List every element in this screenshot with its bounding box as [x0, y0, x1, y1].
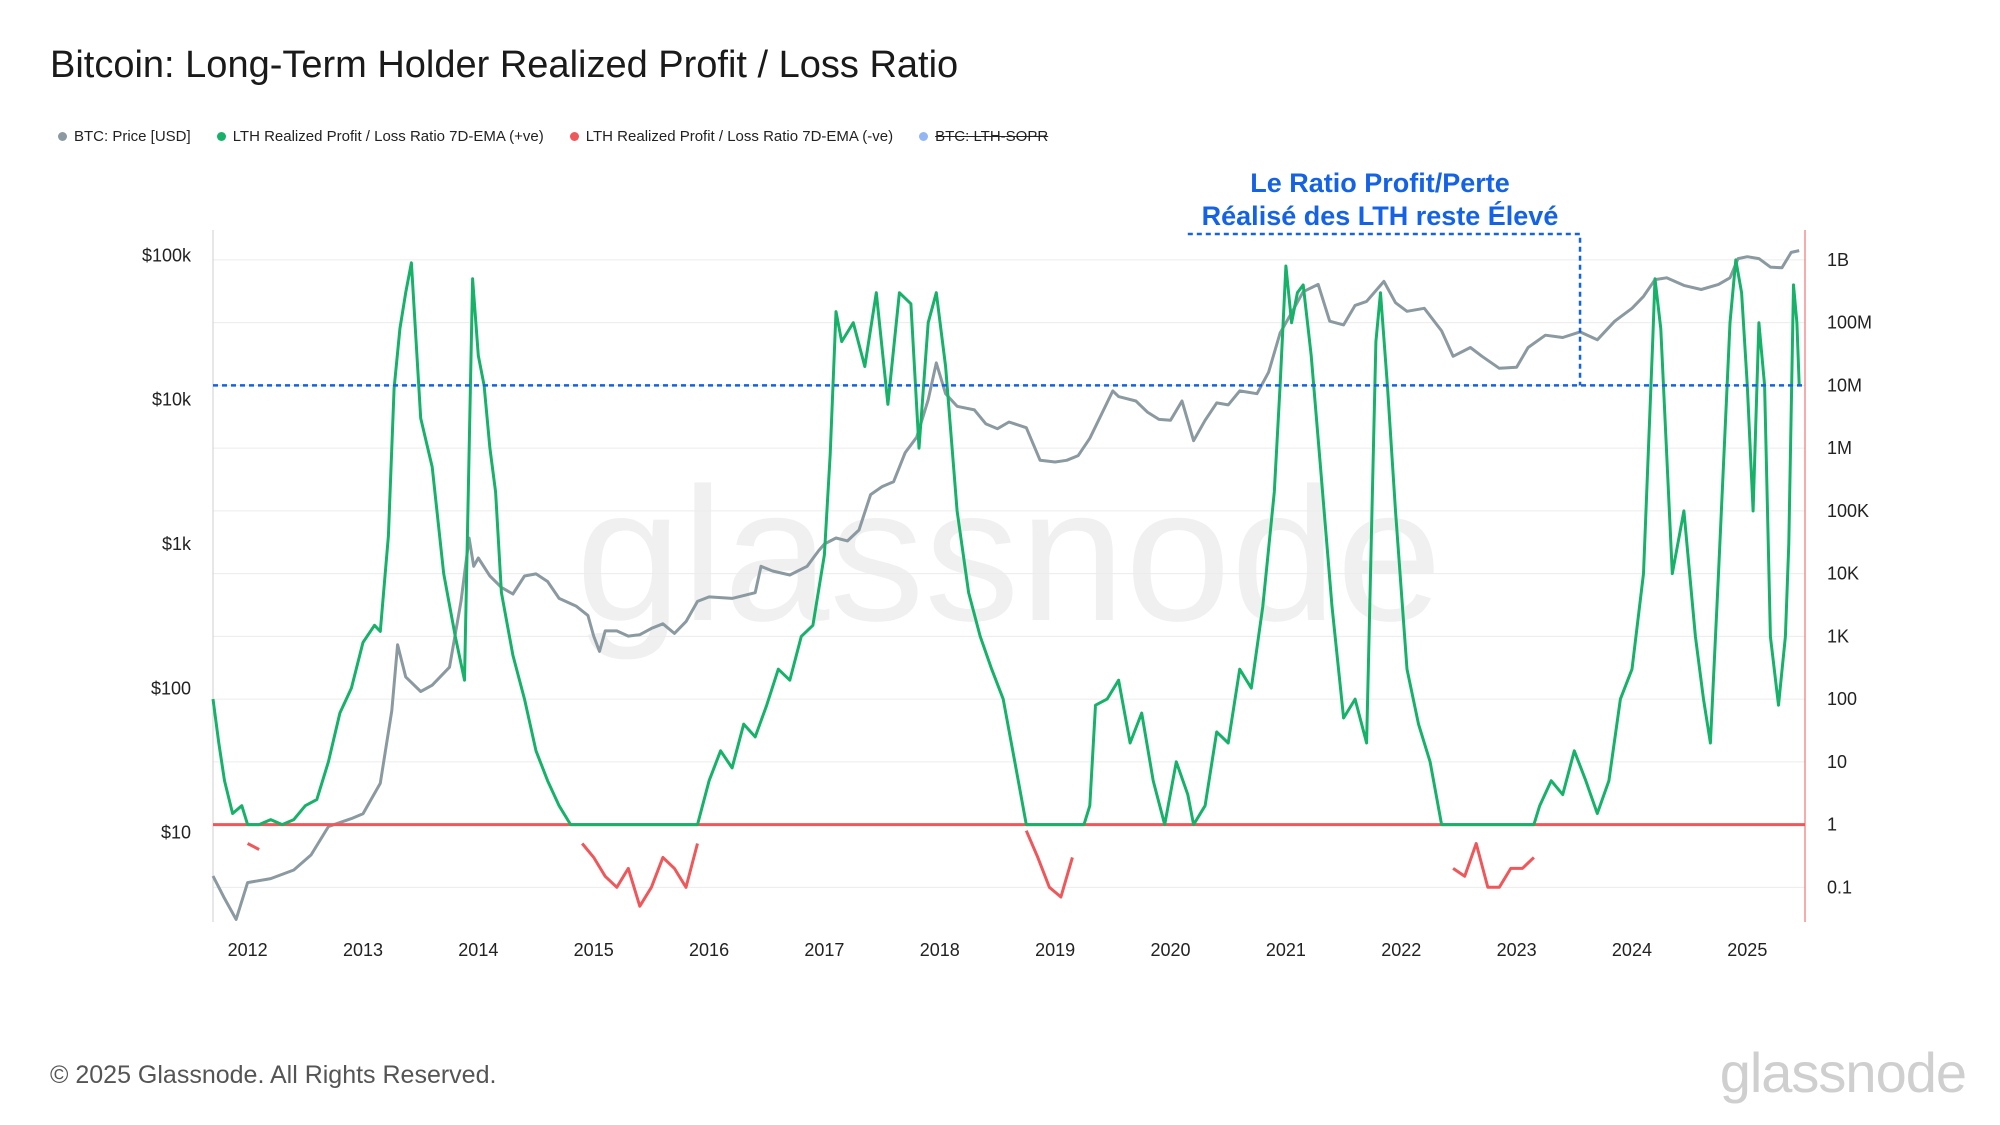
copyright-footer: © 2025 Glassnode. All Rights Reserved.	[50, 1061, 497, 1089]
left-tick-label: $10k	[152, 390, 192, 410]
legend-dot-sopr-icon	[919, 132, 929, 141]
right-tick-label: 10	[1827, 752, 1847, 772]
annotation-line-1: Le Ratio Profit/Perte	[1250, 168, 1510, 198]
x-tick-label: 2021	[1266, 940, 1306, 960]
x-tick-label: 2015	[574, 940, 614, 960]
x-tick-label: 2012	[228, 940, 268, 960]
annotation-line-2: Réalisé des LTH reste Élevé	[1201, 201, 1559, 231]
legend-item-positive[interactable]: LTH Realized Profit / Loss Ratio 7D-EMA …	[216, 128, 544, 145]
x-tick-label: 2018	[920, 940, 960, 960]
right-tick-label: 0.1	[1827, 877, 1852, 897]
right-tick-label: 1K	[1827, 626, 1849, 646]
x-tick-label: 2014	[458, 940, 498, 960]
legend-dot-price-icon	[58, 132, 67, 141]
series-ratio-positive	[211, 258, 1801, 827]
right-tick-label: 1M	[1827, 438, 1852, 458]
series-ratio-negative	[246, 830, 1535, 908]
legend-dot-negative-icon	[569, 132, 579, 141]
x-tick-label: 2022	[1381, 940, 1421, 960]
right-tick-label: 1	[1827, 815, 1837, 835]
left-tick-label: $10	[161, 823, 191, 843]
legend-item-sopr[interactable]: BTC: LTH-SOPR	[919, 128, 1048, 145]
left-tick-label: $100	[151, 678, 191, 698]
right-tick-label: 1B	[1827, 250, 1849, 270]
x-tick-label: 2024	[1612, 940, 1652, 960]
legend-dot-positive-icon	[216, 132, 226, 141]
brand-logo: glassnode	[1719, 1041, 1967, 1104]
legend-label-price: BTC: Price [USD]	[74, 128, 191, 145]
right-tick-label: 100K	[1827, 501, 1869, 521]
right-tick-label: 100	[1827, 689, 1857, 709]
chart-title: Bitcoin: Long-Term Holder Realized Profi…	[50, 44, 959, 86]
x-tick-label: 2013	[343, 940, 383, 960]
x-tick-label: 2016	[689, 940, 729, 960]
left-tick-label: $100k	[142, 245, 192, 265]
right-tick-label: 100M	[1827, 313, 1872, 333]
right-tick-label: 10M	[1827, 375, 1862, 395]
series-btc-price	[211, 249, 1800, 921]
x-tick-label: 2023	[1497, 940, 1537, 960]
legend-label-positive: LTH Realized Profit / Loss Ratio 7D-EMA …	[232, 128, 544, 145]
x-tick-label: 2020	[1150, 940, 1190, 960]
legend-label-sopr: BTC: LTH-SOPR	[935, 128, 1049, 145]
right-tick-label: 10K	[1827, 564, 1859, 584]
legend-item-negative[interactable]: LTH Realized Profit / Loss Ratio 7D-EMA …	[569, 128, 894, 145]
annotation-bracket	[1187, 232, 1582, 386]
legend-item-price[interactable]: BTC: Price [USD]	[58, 128, 191, 145]
left-tick-label: $1k	[162, 534, 192, 554]
x-tick-label: 2017	[804, 940, 844, 960]
watermark: glassnode	[576, 449, 1442, 661]
x-tick-label: 2025	[1727, 940, 1767, 960]
legend: BTC: Price [USD] LTH Realized Profit / L…	[58, 128, 1048, 145]
x-tick-label: 2019	[1035, 940, 1075, 960]
legend-label-negative: LTH Realized Profit / Loss Ratio 7D-EMA …	[585, 128, 894, 145]
